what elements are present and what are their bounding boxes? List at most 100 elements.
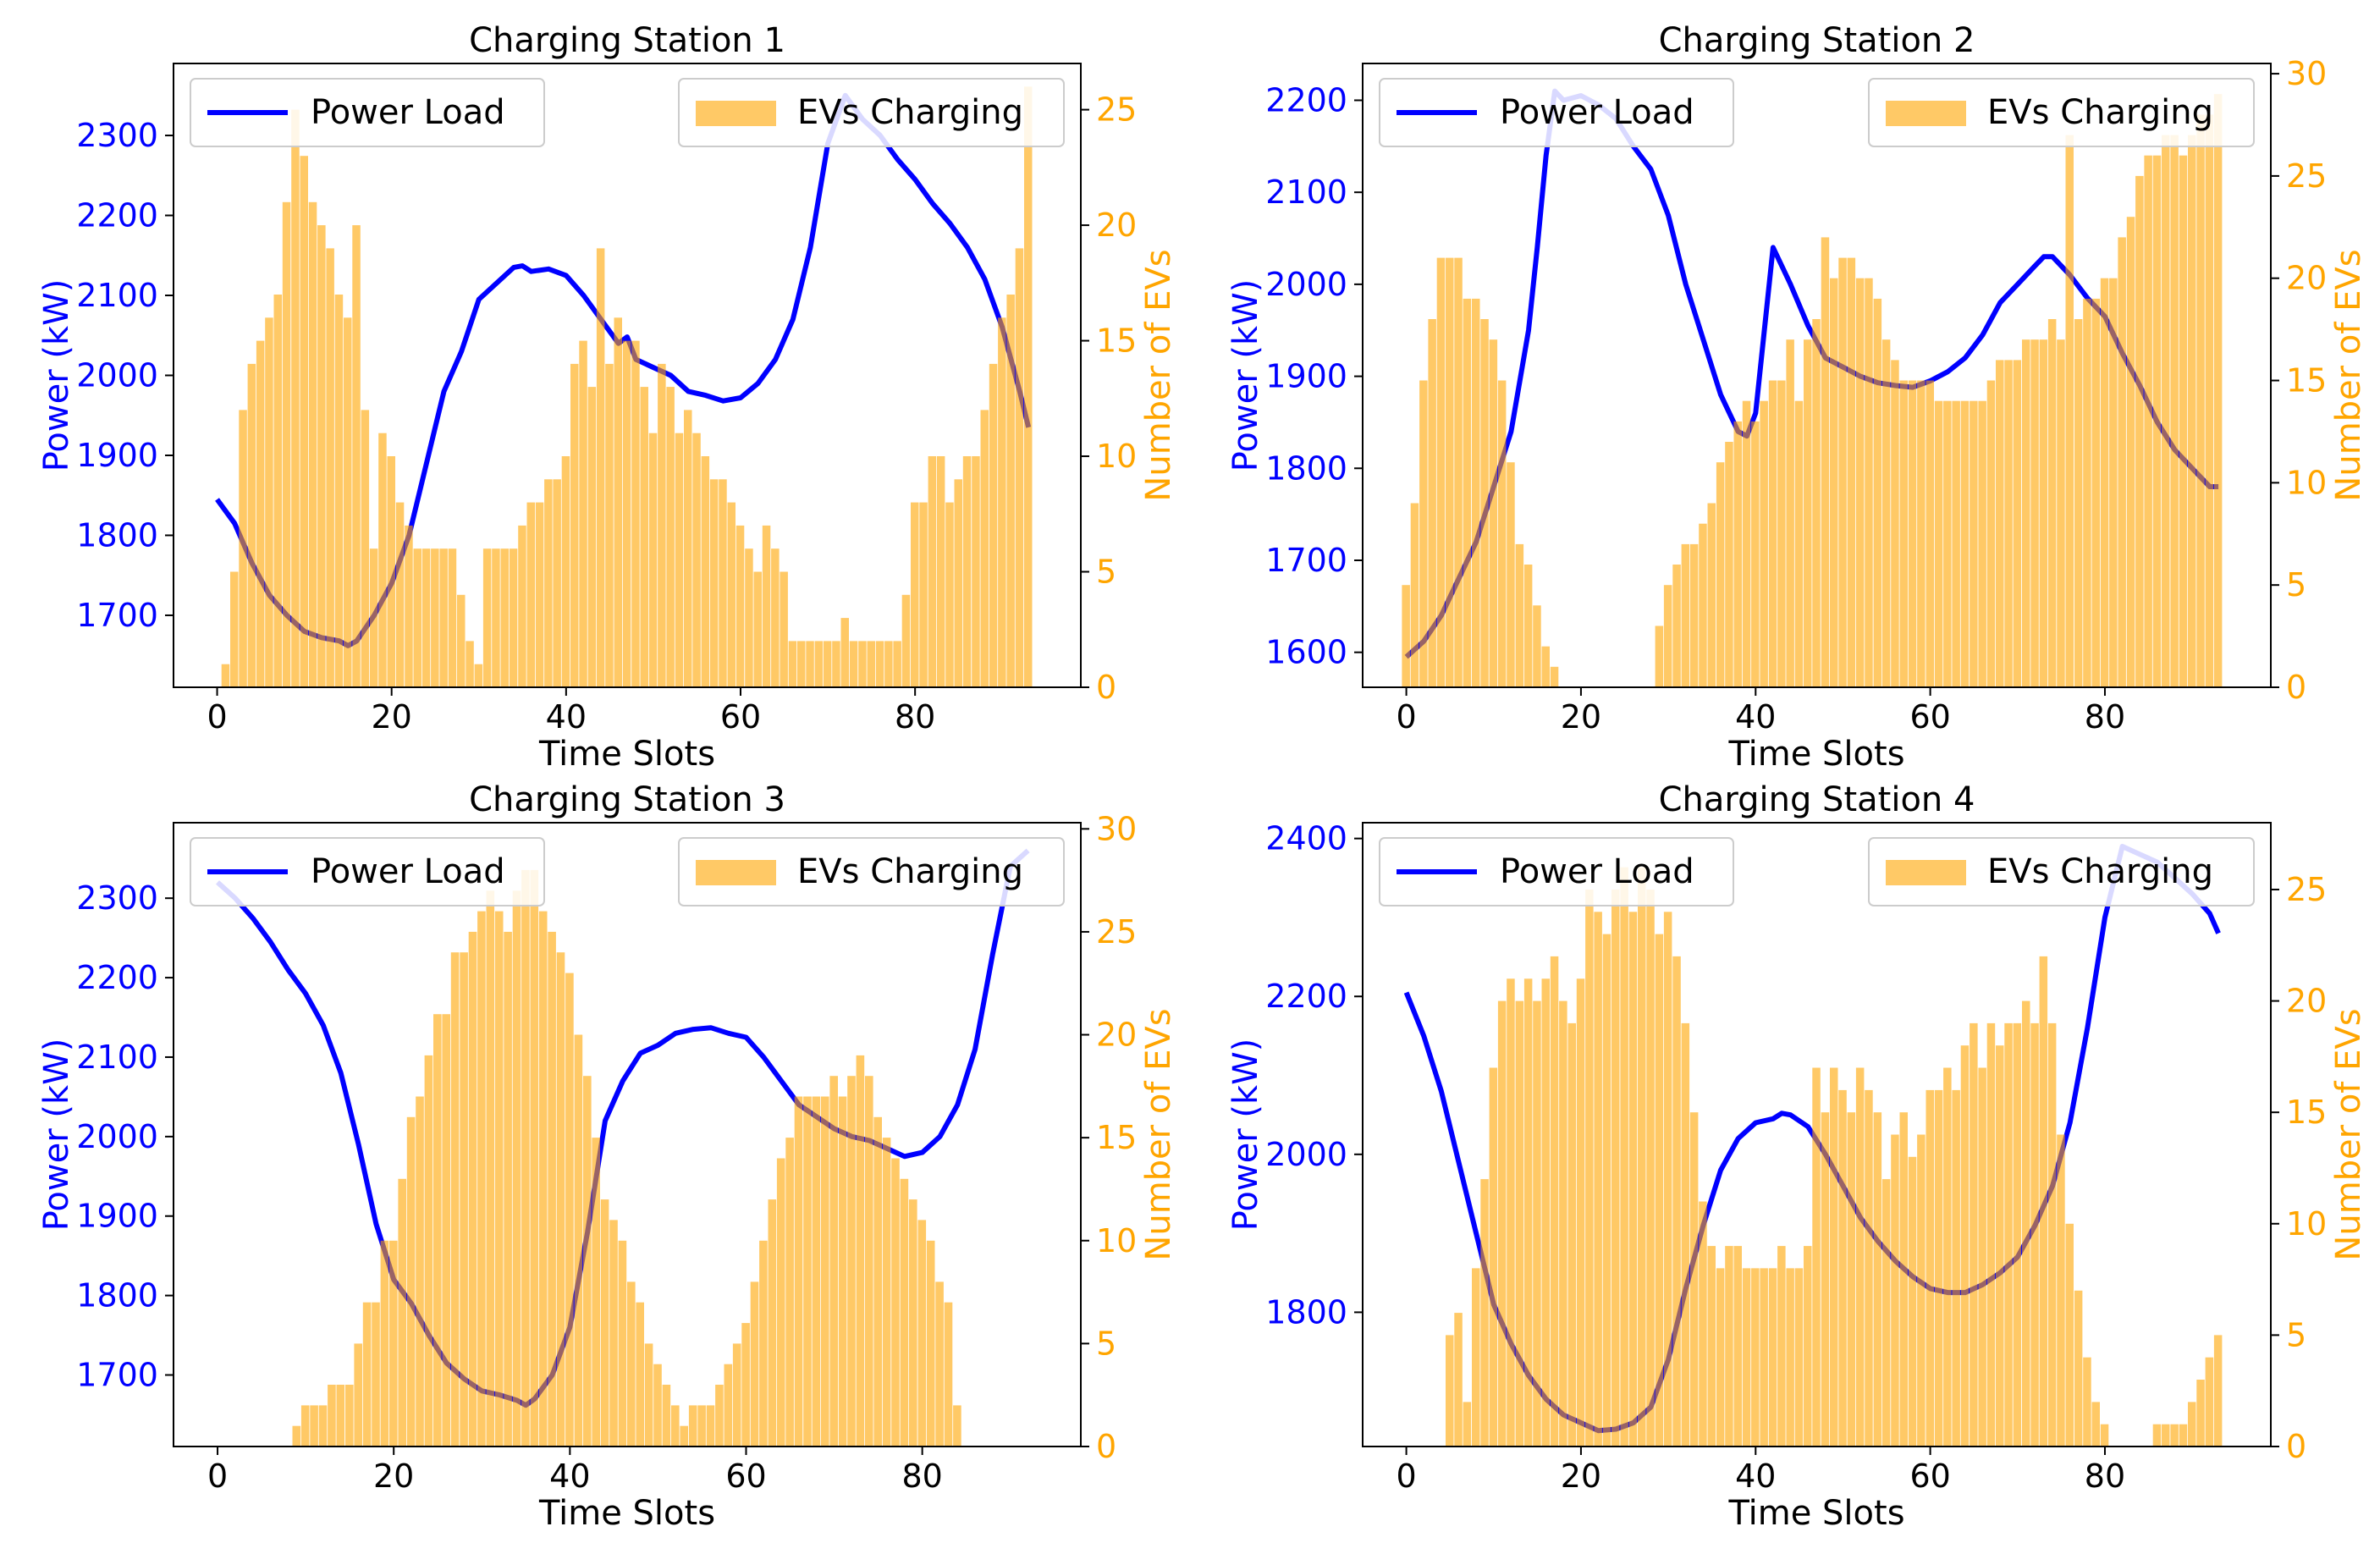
ev-bar: [1497, 380, 1507, 687]
ev-bar: [614, 317, 622, 687]
x-tick-label: 0: [207, 698, 227, 736]
ev-bar: [838, 1096, 847, 1447]
y-left-tick-label: 2000: [1265, 266, 1347, 303]
y-right-tick-label: 20: [2286, 260, 2327, 297]
x-tick-label: 20: [1561, 1458, 1601, 1495]
ev-bar: [273, 295, 282, 687]
ev-bar: [1646, 890, 1655, 1447]
ev-bar: [521, 869, 530, 1447]
ev-bar: [2057, 1134, 2065, 1447]
ev-bar: [1742, 400, 1751, 687]
ev-bar: [2135, 175, 2144, 687]
ev-bar: [636, 1302, 644, 1447]
ev-bar: [477, 911, 486, 1447]
ev-bar: [671, 1405, 680, 1447]
ev-bar: [928, 456, 937, 687]
ev-bar: [962, 456, 972, 687]
ev-bar: [504, 931, 512, 1447]
legend-power-label: Power Load: [1500, 852, 1694, 891]
ev-bar: [1996, 360, 2004, 687]
ev-bar: [1523, 978, 1533, 1447]
chart-station-3: Charging Station 3 0 20 40 60 80 1700 1800 1900 2…: [37, 780, 1178, 1533]
y-right-tick-label: 20: [1096, 207, 1137, 244]
y-left-tick-label: 2400: [1265, 820, 1347, 857]
y-left-tick-label: 2300: [76, 117, 158, 154]
y-right-axis-label: Number of EVs: [1139, 249, 1178, 501]
ev-bar: [1663, 912, 1672, 1447]
ev-bar: [2170, 1424, 2179, 1447]
y-right-tick-label: 30: [2286, 55, 2327, 92]
ev-bar: [398, 1178, 406, 1447]
legend-power: Power Load: [1379, 837, 1734, 906]
ev-bar: [421, 548, 431, 687]
y-right-tick-label: 0: [2286, 669, 2306, 706]
ev-bar: [1847, 1112, 1856, 1447]
y-right-tick-label: 10: [1096, 438, 1137, 475]
ev-bar: [1847, 257, 1856, 687]
legend-box: [1379, 837, 1734, 906]
ev-bar: [1611, 890, 1620, 1447]
ev-bar: [1638, 867, 1646, 1447]
ev-bar: [1463, 298, 1472, 687]
y-right-tick-label: 10: [2286, 464, 2327, 501]
ev-bar: [500, 548, 509, 687]
ev-bar: [1751, 1268, 1760, 1447]
y-right-tick-label: 15: [2286, 362, 2327, 400]
ev-bar: [570, 363, 579, 687]
ev-bar: [917, 1220, 927, 1447]
ev-bar: [1970, 1022, 1978, 1447]
ev-bar: [640, 387, 648, 687]
ev-bar: [395, 502, 405, 687]
ev-bar: [893, 641, 901, 687]
ev-bar: [553, 479, 561, 687]
ev-bar: [945, 502, 954, 687]
ev-bar: [936, 456, 945, 687]
y-left-tick-label: 2200: [1265, 81, 1347, 118]
x-tick-label: 0: [1396, 1458, 1416, 1495]
ev-bar: [972, 456, 980, 687]
ev-bar: [416, 1096, 424, 1447]
y-left-axis-label: Power (kW): [37, 279, 76, 472]
ev-bar: [797, 641, 806, 687]
y-left-tick-label: 2100: [76, 277, 158, 314]
ev-bar: [2083, 298, 2091, 687]
ev-bar: [849, 641, 858, 687]
legend-box: [190, 837, 545, 906]
ev-bar: [221, 664, 230, 687]
ev-bar: [882, 1138, 891, 1447]
y-right-tick-label: 5: [1096, 1325, 1116, 1362]
legend-power-label: Power Load: [1500, 93, 1694, 132]
ev-bar: [605, 363, 614, 687]
ev-bar: [1768, 1268, 1777, 1447]
ev-bar: [1507, 462, 1515, 687]
ev-bar: [1830, 1067, 1838, 1447]
ev-bar: [424, 1055, 433, 1447]
ev-bar: [875, 641, 884, 687]
y-left-axis-label: Power (kW): [1226, 1039, 1265, 1232]
ev-bar: [1881, 1179, 1891, 1447]
ev-bar: [1454, 257, 1463, 687]
ev-bar: [823, 641, 832, 687]
y-right-tick-label: 30: [1096, 810, 1137, 847]
ev-bar: [688, 1405, 697, 1447]
ev-bar: [345, 1385, 354, 1447]
ev-bar: [735, 525, 745, 687]
y-left-tick-label: 1900: [1265, 358, 1347, 395]
ev-bar: [1681, 1022, 1690, 1447]
ev-bar: [494, 911, 504, 1447]
ev-bar: [803, 1096, 812, 1447]
legend-power: Power Load: [190, 837, 545, 906]
x-tick-label: 20: [1561, 698, 1601, 736]
ev-bar: [926, 1240, 935, 1447]
ev-bar: [1760, 1268, 1768, 1447]
ev-bar: [732, 1343, 741, 1447]
ev-bar: [1855, 278, 1865, 687]
ev-bar: [1472, 298, 1480, 687]
ev-bar: [466, 641, 474, 687]
y-right-tick-label: 15: [1096, 322, 1137, 360]
legend-evs-label: EVs Charging: [797, 93, 1023, 132]
y-left-tick-label: 1800: [1265, 1293, 1347, 1331]
ev-bar: [1463, 1402, 1472, 1447]
ev-bar: [1567, 1022, 1576, 1447]
ev-bar: [884, 641, 893, 687]
